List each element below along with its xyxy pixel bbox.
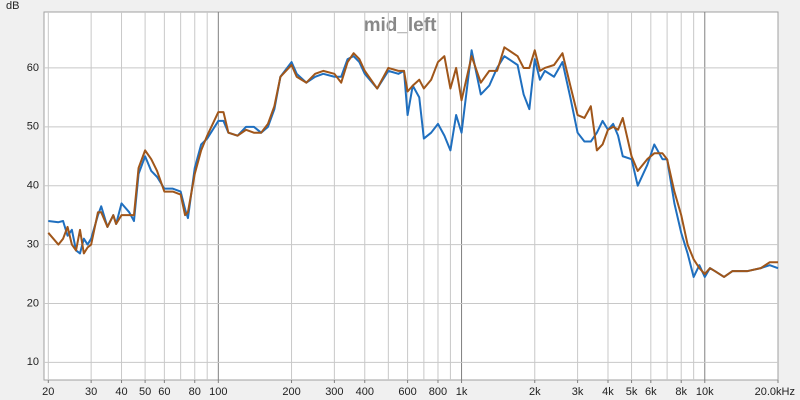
x-tick-label: 30 [85,386,97,398]
y-tick-label: 50 [27,121,39,133]
x-tick-label: 300 [325,386,343,398]
series-line [47,46,778,278]
x-tick-label: 200 [282,386,300,398]
x-tick-label: 8k [675,386,687,398]
x-tick-label: 80 [189,386,201,398]
x-tick-label: 800 [429,386,447,398]
x-tick-label: 6k [645,386,657,398]
x-tick-label: 20 [42,386,54,398]
x-tick-label: 20.0kHz [755,386,795,398]
plot-area [43,11,779,381]
y-tick-label: 20 [27,297,39,309]
x-tick-label: 4k [602,386,614,398]
x-tick-label: 10k [696,386,714,398]
y-tick-label: 10 [27,356,39,368]
x-tick-label: 50 [139,386,151,398]
x-tick-label: 60 [158,386,170,398]
x-tick-label: 100 [209,386,227,398]
x-tick-label: 1k [456,386,468,398]
x-tick-label: 3k [572,386,584,398]
x-tick-label: 5k [626,386,638,398]
y-tick-label: 30 [27,238,39,250]
chart-title: mid_left [364,15,438,36]
x-tick-label: 400 [356,386,374,398]
x-tick-label: 40 [115,386,127,398]
y-axis-label: dB [6,0,19,12]
y-tick-label: 40 [27,180,39,192]
x-tick-label: 2k [529,386,541,398]
x-tick-label: 600 [398,386,416,398]
y-tick-label: 60 [27,62,39,74]
